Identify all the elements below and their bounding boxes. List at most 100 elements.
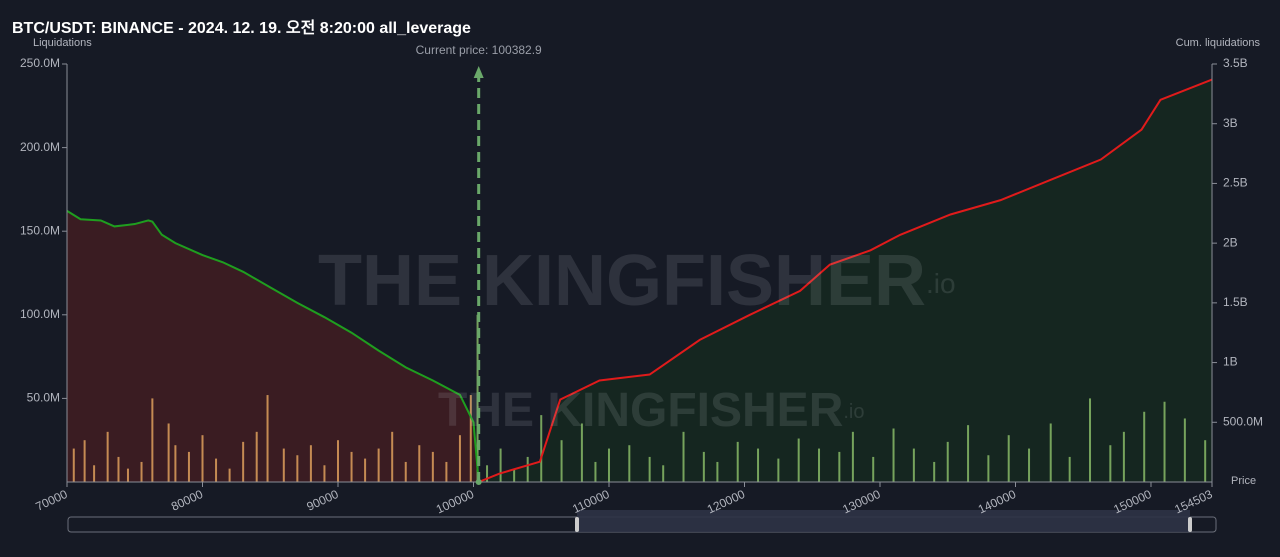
- y2-axis-label: Cum. liquidations: [1176, 37, 1261, 49]
- bar: [716, 461, 719, 482]
- x-tick-label: 90000: [304, 487, 340, 514]
- y-tick-label: 250.0M: [20, 56, 60, 70]
- bar: [736, 441, 739, 482]
- bar: [140, 461, 143, 482]
- bar: [628, 445, 631, 482]
- watermark-main: THE KINGFISHER: [318, 241, 926, 321]
- bar: [1089, 398, 1092, 482]
- price-dot: [475, 479, 482, 485]
- bar: [83, 440, 86, 482]
- current-price-value: 100382.9: [492, 43, 542, 57]
- x-tick-label: 154503: [1172, 487, 1215, 517]
- bar: [946, 441, 949, 482]
- bar: [364, 458, 367, 482]
- scrollbar[interactable]: [67, 510, 1217, 533]
- bar: [682, 431, 685, 482]
- x-tick-label: 70000: [33, 487, 69, 514]
- bar: [391, 431, 394, 482]
- x-tick-label: 80000: [169, 487, 205, 514]
- bar: [872, 456, 875, 482]
- watermark-main: THE KINGFISHER: [438, 384, 843, 437]
- current-price-caption: Current price:: [416, 43, 489, 57]
- y-tick-label: 150.0M: [20, 223, 60, 237]
- bar: [702, 451, 705, 482]
- bar: [648, 456, 651, 482]
- scroll-window[interactable]: [577, 510, 1190, 532]
- bar: [1183, 418, 1186, 482]
- y2-tick-label: 3B: [1223, 116, 1238, 130]
- y-tick-label: 50.0M: [27, 391, 60, 405]
- current-price-label: Current price: 100382.9: [416, 43, 542, 57]
- bar: [526, 456, 529, 482]
- cum-area: [478, 79, 1212, 483]
- bar: [167, 423, 170, 482]
- bar: [431, 451, 434, 482]
- y-axis-label: Liquidations: [33, 37, 92, 49]
- bar: [404, 461, 407, 482]
- bar: [266, 395, 269, 482]
- bar: [215, 458, 218, 482]
- bar: [838, 451, 841, 482]
- scroll-handle[interactable]: [575, 517, 579, 532]
- bar: [117, 456, 120, 482]
- bar: [93, 465, 96, 482]
- bar: [1143, 411, 1146, 482]
- bar: [912, 448, 915, 482]
- bar: [187, 451, 190, 482]
- watermark-text: THE KINGFISHER.io: [318, 241, 956, 321]
- bar: [818, 448, 821, 482]
- bar: [296, 455, 299, 482]
- watermark-text: THE KINGFISHER.io: [438, 384, 864, 437]
- bar: [377, 448, 380, 482]
- y2-tick-label: 2B: [1223, 235, 1238, 249]
- scroll-handle[interactable]: [1188, 517, 1192, 532]
- x-axis-label: Price: [1231, 475, 1256, 487]
- bar: [228, 468, 231, 482]
- y2-tick-label: 2.5B: [1223, 176, 1248, 190]
- chart-title: BTC/USDT: BINANCE - 2024. 12. 19. 오전 8:2…: [12, 19, 471, 37]
- arrow-head: [473, 66, 484, 78]
- bar: [174, 445, 177, 482]
- bar: [1122, 431, 1125, 482]
- bar: [336, 440, 339, 482]
- bar: [777, 458, 780, 482]
- bar: [851, 431, 854, 482]
- plot: [66, 78, 1213, 483]
- bar: [1028, 448, 1031, 482]
- bar: [1163, 401, 1166, 482]
- cum-line: [478, 78, 1213, 483]
- bar: [933, 461, 936, 482]
- y2-tick-label: 1B: [1223, 355, 1238, 369]
- bar: [445, 461, 448, 482]
- bar: [1109, 445, 1112, 482]
- y2-tick-label: 3.5B: [1223, 56, 1248, 70]
- y2-tick-label: 500.0M: [1223, 414, 1263, 428]
- bar: [892, 428, 895, 482]
- bar: [469, 395, 472, 482]
- bar: [151, 398, 154, 482]
- bar: [540, 415, 543, 482]
- y-tick-label: 200.0M: [20, 140, 60, 154]
- bar: [757, 448, 760, 482]
- bar: [72, 448, 75, 482]
- bar: [499, 448, 502, 482]
- bar: [201, 435, 204, 482]
- bar: [323, 465, 326, 482]
- bar: [513, 468, 516, 482]
- watermark: THE KINGFISHER.io THE KINGFISHER.io: [318, 241, 956, 437]
- bar: [607, 448, 610, 482]
- bar: [1007, 435, 1010, 482]
- y-tick-label: 100.0M: [20, 307, 60, 321]
- bar: [1204, 440, 1207, 482]
- watermark-suffix: .io: [843, 401, 864, 423]
- bar: [797, 438, 800, 482]
- bar: [1068, 456, 1071, 482]
- bar: [560, 440, 563, 482]
- cum-line: [66, 210, 480, 483]
- bar: [106, 431, 109, 482]
- bar: [418, 445, 421, 482]
- cum-area: [67, 210, 479, 482]
- bar: [486, 465, 489, 482]
- bar: [282, 448, 285, 482]
